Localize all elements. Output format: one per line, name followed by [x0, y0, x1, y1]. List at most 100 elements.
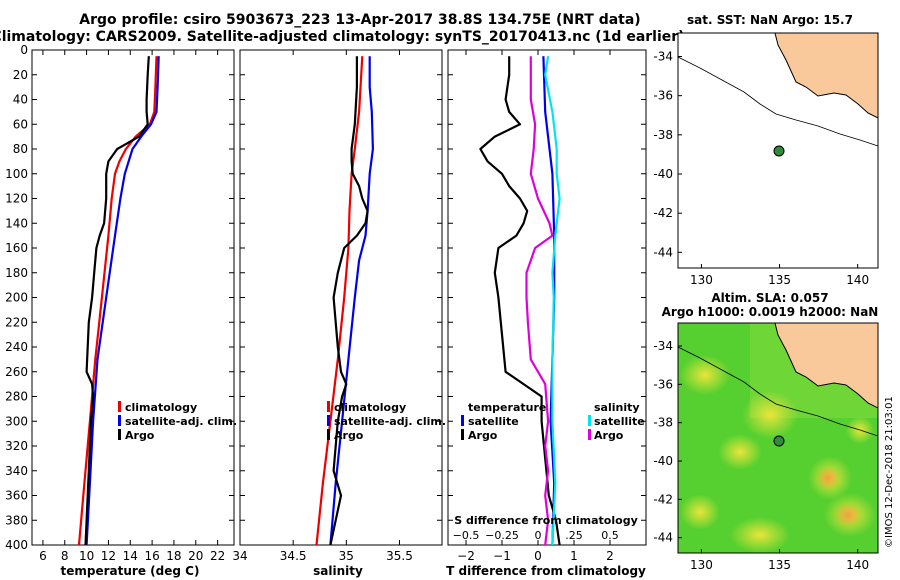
- s-diff-tick-label: .25: [565, 529, 583, 542]
- depth-tick-label: 380: [5, 513, 28, 527]
- s-diff-tick-label: 0: [535, 529, 542, 542]
- legend-t-argo: Argo: [468, 429, 498, 442]
- sla-anomaly: [834, 503, 862, 527]
- lat-tick-label: -42: [653, 492, 673, 506]
- sla-anomaly: [730, 517, 790, 553]
- depth-tick-label: 200: [5, 291, 28, 305]
- legend-argo-swatch: [327, 429, 330, 440]
- salinity-depth-ticks: [240, 49, 442, 546]
- x-tick-label: 22: [210, 549, 225, 563]
- s-difference-ticks: −0.5 −0.25 0 .25 0.5: [453, 529, 619, 542]
- depth-tick-label: 220: [5, 315, 28, 329]
- sst-map-title: sat. SST: NaN Argo: 15.7: [687, 13, 853, 27]
- difference-depth-ticks: [448, 49, 646, 546]
- s-diff-tick-label: −0.5: [453, 529, 480, 542]
- x-tick-label: 12: [101, 549, 116, 563]
- depth-tick-label: 400: [5, 538, 28, 552]
- temperature-ticks: 6 8 10 12 14 16 18 20 22: [39, 50, 225, 563]
- lat-tick-label: -44: [653, 245, 673, 259]
- legend-s-argo: Argo: [594, 429, 624, 442]
- x-tick-label: 20: [188, 549, 203, 563]
- imos-credit: ©IMOS 12-Dec-2018 21:03:01: [884, 396, 895, 548]
- sla-anomaly: [680, 494, 720, 530]
- x-tick-label: 35: [339, 549, 354, 563]
- x-tick-label: 10: [79, 549, 94, 563]
- x-tick-label: 0: [534, 549, 542, 563]
- legend-climatology: climatology: [334, 401, 406, 414]
- legend-t-argo-swatch: [461, 429, 464, 440]
- s-diff-tick-label: −0.25: [485, 529, 519, 542]
- series-line-s-argo: [525, 56, 554, 546]
- salinity-ticks: 34 34.5 35 35.5: [232, 50, 413, 563]
- temperature-panel: 0 20 40 60 80 100 120 140 160 180 200 220 240 260 280 3…: [5, 43, 237, 578]
- salinity-lines: [315, 56, 374, 546]
- x-tick-label: 34: [232, 549, 247, 563]
- legend-climatology-swatch: [118, 401, 121, 412]
- difference-lines: [479, 56, 561, 546]
- x-tick-label: 1: [570, 549, 578, 563]
- x-tick-label: 8: [61, 549, 69, 563]
- title-line2: Climatology: CARS2009. Satellite-adjuste…: [0, 29, 685, 45]
- depth-tick-label: 260: [5, 365, 28, 379]
- x-tick-label: −2: [457, 549, 475, 563]
- argo-location-marker: [773, 435, 785, 447]
- legend-satellite-swatch: [327, 415, 330, 426]
- legend-s-argo-swatch: [588, 429, 591, 440]
- series-line-argo: [84, 56, 150, 546]
- legend-climatology: climatology: [125, 401, 197, 414]
- sla-anomaly: [742, 391, 798, 439]
- lat-tick-label: -40: [653, 454, 673, 468]
- sla-anomaly: [680, 355, 730, 395]
- depth-tick-label: 180: [5, 266, 28, 280]
- temperature-lines: [77, 56, 160, 546]
- lon-tick-label: 140: [846, 273, 869, 287]
- difference-legend: temperature satellite Argo salinity sate…: [461, 401, 645, 442]
- legend-satellite-adj: satellite-adj. clim.: [334, 415, 446, 428]
- series-line-s-satellite: [544, 56, 561, 546]
- lat-tick-label: -34: [653, 50, 673, 64]
- lon-tick-label: 140: [846, 558, 869, 572]
- sla-anomaly: [816, 466, 840, 490]
- legend-satellite-swatch: [118, 415, 121, 426]
- x-tick-label: 2: [606, 549, 614, 563]
- bathymetry-contour: [678, 346, 878, 437]
- lat-tick-label: -38: [653, 128, 673, 142]
- legend-s-satellite-swatch: [588, 415, 591, 426]
- lat-tick-label: -36: [653, 89, 673, 103]
- salinity-axes: [239, 49, 443, 546]
- temperature-axes: [31, 49, 235, 546]
- legend-t-satellite: satellite: [468, 415, 519, 428]
- lon-tick-label: 135: [768, 273, 791, 287]
- x-tick-label: 34.5: [280, 549, 307, 563]
- lat-tick-label: -42: [653, 206, 673, 220]
- lon-tick-label: 130: [690, 558, 713, 572]
- title-line1: Argo profile: csiro 5903673_223 13-Apr-2…: [79, 12, 640, 28]
- depth-tick-label: 100: [5, 167, 28, 181]
- temperature-legend: climatology satellite-adj. clim. Argo: [118, 401, 237, 442]
- lat-tick-label: -40: [653, 167, 673, 181]
- land-mass: [774, 32, 879, 119]
- legend-argo: Argo: [334, 429, 364, 442]
- legend-argo-swatch: [118, 429, 121, 440]
- lon-tick-label: 130: [690, 273, 713, 287]
- salinity-panel: 34 34.5 35 35.5 salinity climatology satell…: [232, 49, 446, 578]
- depth-tick-label: 20: [13, 68, 28, 82]
- salinity-xlabel: salinity: [313, 564, 363, 578]
- temperature-xlabel: temperature (deg C): [61, 564, 200, 578]
- legend-temperature-heading: temperature: [468, 401, 546, 414]
- depth-tick-label: 80: [13, 142, 28, 156]
- sla-map-title1: Altim. SLA: 0.057: [711, 291, 828, 305]
- depth-tick-label: 60: [13, 117, 28, 131]
- depth-tick-label: 0: [20, 43, 28, 57]
- sla-anomaly: [718, 434, 762, 470]
- lat-tick-label: -44: [653, 531, 673, 545]
- depth-tick-label: 120: [5, 192, 28, 206]
- depth-tick-label: 140: [5, 216, 28, 230]
- sst-map: sat. SST: NaN Argo: 15.7 130 135 140 -34 -36…: [653, 13, 879, 287]
- land-mass: [774, 323, 878, 409]
- x-tick-label: −1: [493, 549, 511, 563]
- depth-tick-label: 360: [5, 489, 28, 503]
- depth-tick-label: 40: [13, 93, 28, 107]
- sla-map-ticks: 130 135 140 -34 -36 -38 -40 -42 -44: [653, 339, 869, 572]
